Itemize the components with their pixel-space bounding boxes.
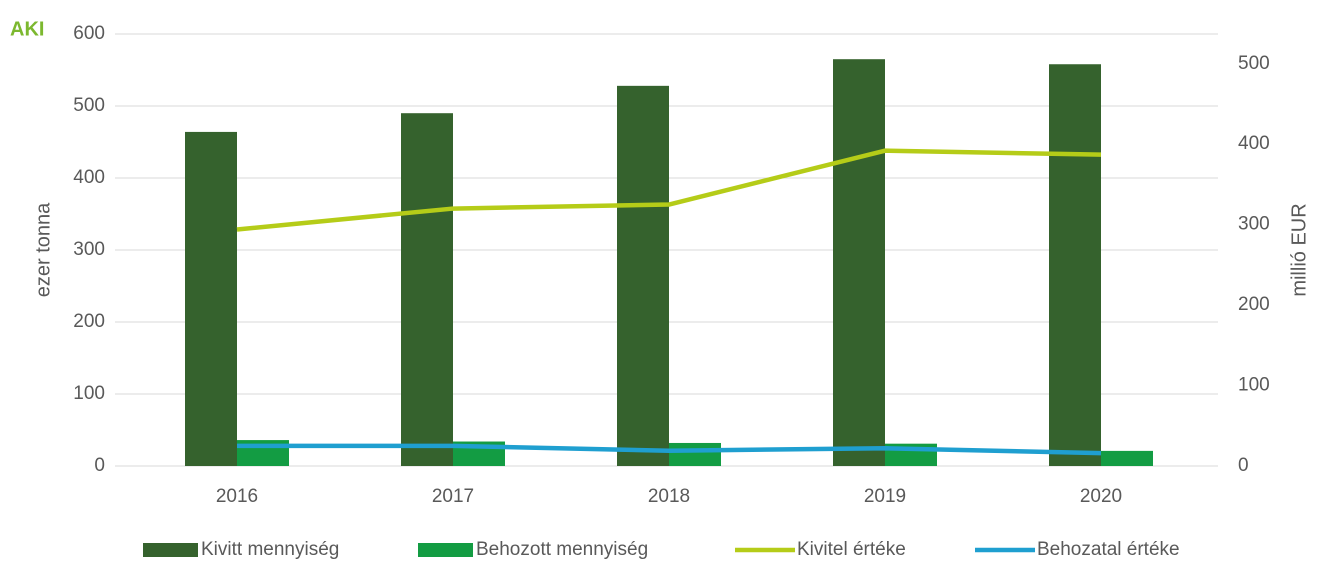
legend-label: Kivitel értéke [797, 539, 906, 560]
y2-tick-label: 100 [1238, 375, 1270, 396]
line [236, 148, 1102, 232]
legend-swatch [418, 543, 473, 557]
y-axis-label: ezer tonna [32, 202, 54, 297]
y-tick-label: 100 [73, 383, 105, 404]
y2-tick-label: 400 [1238, 133, 1270, 154]
bar [617, 85, 669, 466]
x-tick-label: 2017 [432, 486, 474, 507]
legend-label: Kivitt mennyiség [201, 539, 339, 560]
y-tick-label: 600 [73, 23, 105, 44]
x-tick-label: 2019 [864, 486, 906, 507]
y2-axis-label: millió EUR [1288, 203, 1310, 296]
line [237, 443, 1102, 456]
y2-tick-label: 500 [1238, 53, 1270, 74]
bar [1049, 64, 1101, 467]
logo: AKI [10, 18, 44, 40]
y-tick-label: 300 [73, 239, 105, 260]
y-tick-label: 400 [73, 167, 105, 188]
bar [185, 131, 237, 467]
legend-label: Behozott mennyiség [476, 539, 648, 560]
y-tick-label: 0 [94, 455, 105, 476]
x-tick-label: 2020 [1080, 486, 1122, 507]
legend-label: Behozatal értéke [1037, 539, 1180, 560]
bar [1101, 450, 1153, 466]
y-tick-label: 500 [73, 95, 105, 116]
y-tick-label: 200 [73, 311, 105, 332]
y2-tick-label: 300 [1238, 214, 1270, 235]
bar [833, 59, 885, 466]
x-tick-label: 2016 [216, 486, 258, 507]
bar [401, 113, 453, 466]
y2-tick-label: 0 [1238, 455, 1249, 476]
y2-tick-label: 200 [1238, 294, 1270, 315]
x-tick-label: 2018 [648, 486, 690, 507]
bar [669, 442, 721, 466]
legend-swatch [143, 543, 198, 557]
